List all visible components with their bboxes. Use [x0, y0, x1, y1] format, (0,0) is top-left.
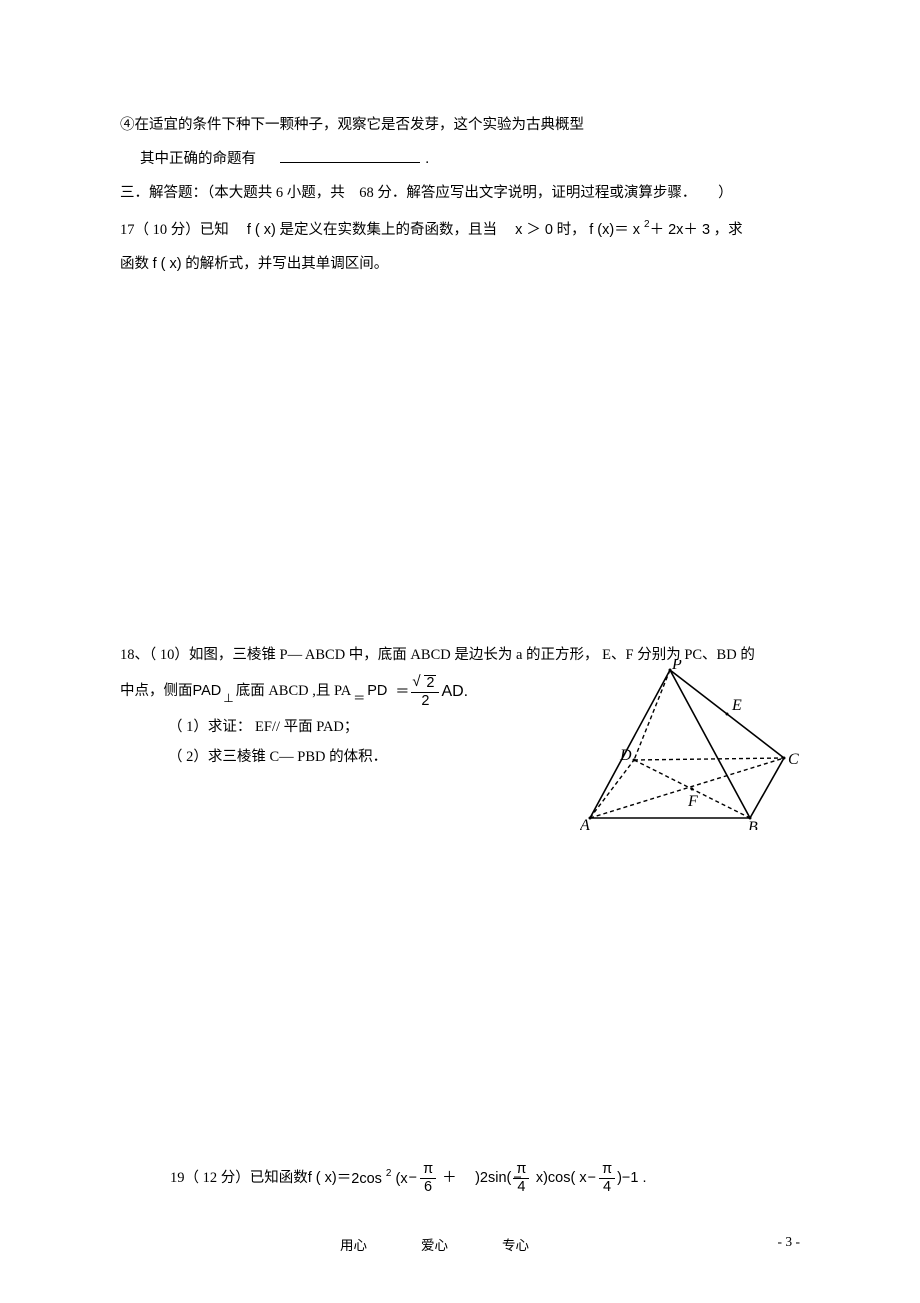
- q19-xcos: x)cos( x: [536, 1171, 587, 1186]
- footer-page: - 3 -: [778, 1234, 801, 1250]
- label-A: A: [580, 817, 590, 830]
- q17-l2a: 函数: [120, 256, 153, 272]
- q17-mid2: 时，: [557, 222, 586, 238]
- q19-tail: )−1 .: [617, 1171, 646, 1186]
- bullet-4: ④在适宜的条件下种下一颗种子，观察它是否发芽，这个实验为古典概型: [120, 110, 800, 142]
- q19-minus2: −: [513, 1171, 521, 1186]
- q19-f: f ( x): [308, 1171, 337, 1186]
- q18-eq1: ＝: [353, 685, 365, 711]
- q18-frac-num: 2: [411, 675, 439, 693]
- label-C: C: [788, 751, 799, 768]
- footer-center: 用心 爱心 专心: [340, 1234, 529, 1254]
- label-B: B: [748, 819, 758, 830]
- q17-l2c: 的解析式，并写出其单调区间。: [185, 256, 388, 272]
- main-content: ④在适宜的条件下种下一颗种子，观察它是否发芽，这个实验为古典概型 其中正确的命题…: [120, 110, 800, 281]
- q19-minus3: −: [588, 1171, 596, 1186]
- section-3-heading: 三．解答题：（本大题共 6 小题，共 68 分．解答应写出文字说明，证明过程或演…: [120, 178, 800, 210]
- q17-eq: f (x)＝ x 2＋ 2x＋ 3: [589, 222, 710, 238]
- correct-prefix: 其中正确的命题有: [140, 151, 256, 167]
- q18-frac-den: 2: [411, 693, 439, 709]
- q19-eq: ＝: [337, 1171, 352, 1186]
- q18-fraction: 2 2: [411, 675, 439, 708]
- q19-minus1: −: [409, 1171, 417, 1186]
- q18-ad: AD.: [441, 674, 468, 709]
- q18-l2a: 中点，侧面: [120, 676, 193, 708]
- q17-mid1: 是定义在实数集上的奇函数，且当: [280, 222, 512, 238]
- q18-pad: PAD: [193, 676, 222, 708]
- q19-block: 19（ 12 分）已知函数 f ( x) ＝ 2cos 2 (x − π 6 ＋…: [170, 1162, 770, 1194]
- q18-l2b: 底面 ABCD ,且 PA: [236, 676, 352, 708]
- q17-cond: x ＞ 0: [515, 222, 553, 238]
- q19-line: 19（ 12 分）已知函数 f ( x) ＝ 2cos 2 (x − π 6 ＋…: [170, 1162, 770, 1194]
- q17-l2b: f ( x): [153, 256, 182, 272]
- q17-prefix: 17（ 10 分）已知: [120, 222, 243, 238]
- q18-perp: ⊥: [223, 685, 233, 711]
- q19-frac1: π 6: [420, 1162, 436, 1194]
- q18-block: 18、（ 10）如图，三棱锥 P— ABCD 中，底面 ABCD 是边长为 a …: [120, 640, 800, 774]
- q18-figure: P A B C D E F: [580, 660, 800, 830]
- q17-line1: 17（ 10 分）已知 f ( x) 是定义在实数集上的奇函数，且当 x ＞ 0…: [120, 212, 800, 250]
- q19-plus: ＋: [442, 1171, 471, 1186]
- q17-fx: f ( x): [247, 222, 276, 238]
- q17-line2: 函数 f ( x) 的解析式，并写出其单调区间。: [120, 249, 800, 281]
- label-D: D: [619, 747, 632, 764]
- fill-blank: [280, 148, 420, 163]
- q17-tail: ，求: [714, 222, 743, 238]
- q19-2cos: 2cos 2 (x: [351, 1170, 407, 1186]
- q19-2sin: 2sin(: [480, 1171, 511, 1186]
- label-P: P: [671, 660, 682, 673]
- label-E: E: [731, 697, 742, 714]
- period: .: [425, 151, 429, 167]
- correct-line: 其中正确的命题有 .: [120, 144, 800, 176]
- q19-pre: 19（ 12 分）已知函数: [170, 1171, 308, 1186]
- q18-pd: PD: [367, 676, 387, 708]
- pyramid-svg: P A B C D E F: [580, 660, 800, 830]
- label-F: F: [687, 793, 698, 810]
- q19-frac3: π 4: [599, 1162, 615, 1194]
- q18-eq2: ＝: [395, 676, 409, 707]
